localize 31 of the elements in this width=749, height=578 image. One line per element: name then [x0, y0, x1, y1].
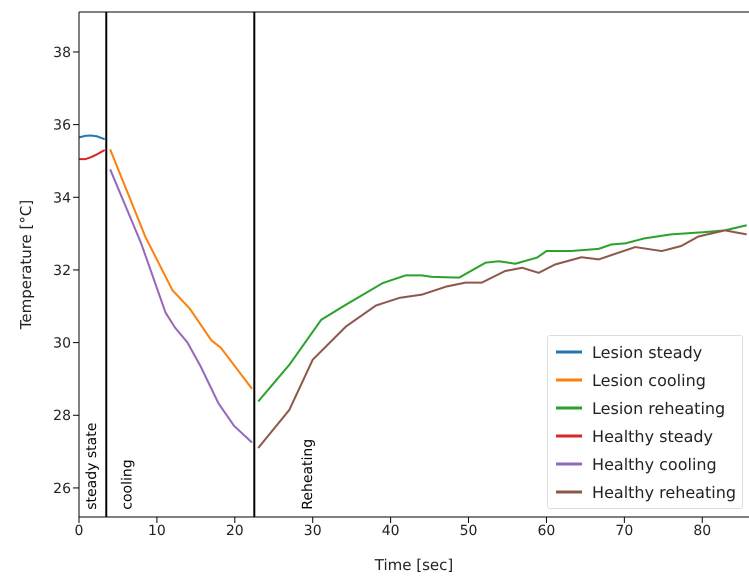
legend-label: Healthy reheating: [592, 482, 736, 502]
legend-label: Healthy cooling: [592, 454, 717, 474]
x-axis-title: Time [sec]: [374, 556, 454, 574]
x-tick-label: 40: [382, 522, 400, 539]
y-tick-label: 32: [53, 262, 71, 279]
y-axis-title: Temperature [°C]: [17, 200, 35, 330]
x-tick-label: 10: [148, 522, 166, 539]
x-tick-label: 80: [693, 522, 712, 539]
line-series: [79, 149, 106, 160]
line-series: [109, 148, 253, 390]
legend-label: Lesion cooling: [592, 370, 706, 390]
legend-label: Healthy steady: [592, 426, 714, 446]
annotation: steady state: [84, 422, 100, 510]
legend-label: Lesion steady: [592, 342, 702, 362]
x-tick-label: 70: [615, 522, 634, 539]
y-tick-label: 34: [53, 190, 72, 206]
x-tick-label: 0: [74, 522, 84, 539]
x-tick-label: 50: [460, 522, 478, 539]
x-tick-label: 30: [304, 522, 322, 539]
annotation: Reheating: [300, 438, 316, 510]
x-tick-label: 20: [226, 522, 244, 539]
y-tick-label: 38: [53, 44, 71, 61]
y-tick-label: 28: [53, 408, 71, 424]
line-series: [257, 224, 748, 402]
line-series: [109, 168, 253, 444]
y-tick-label: 36: [53, 118, 72, 134]
annotation: cooling: [119, 459, 136, 510]
y-tick-label: 26: [53, 480, 72, 497]
y-tick-label: 30: [53, 336, 71, 352]
legend-label: Lesion reheating: [592, 398, 726, 418]
x-tick-label: 60: [538, 522, 556, 539]
